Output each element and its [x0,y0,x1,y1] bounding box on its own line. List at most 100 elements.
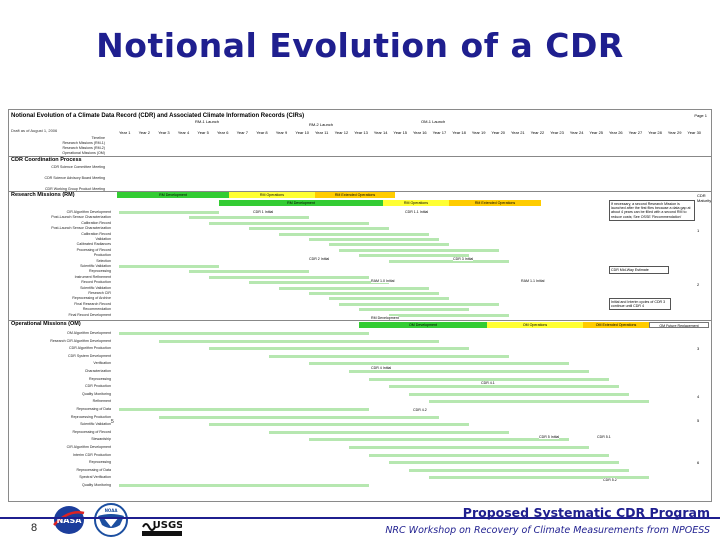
maturity-level: 2 [697,282,700,287]
task-bar [349,370,589,373]
task-row-label: Reprocessing of Data [76,467,111,472]
task-bar [389,259,509,263]
note-interim-cycles: Initial and Interim cycles of CDR 3 cont… [609,298,671,311]
year-label: Year 20 [491,130,506,135]
task-bar [279,232,429,236]
task-row-label: Reprocessing Production [70,414,111,419]
year-label: Year 21 [511,130,525,135]
task-row-label: Calibration Record [81,220,111,225]
footer-rule [0,517,720,519]
task-row-label: Research CIR [88,291,111,295]
task-bar [329,243,449,247]
task-bar [119,332,369,335]
coordination-row-label: CDR Science Advisory Board Meeting [44,176,105,180]
milestone: CDR 4 Initial [371,366,392,370]
year-label: Year 16 [413,130,427,135]
task-bar [359,254,469,258]
section-operational: Operational Missions (OM) [11,321,81,327]
task-bar [279,286,429,290]
task-bar [309,362,569,366]
task-bar [249,281,389,285]
boundary-marker: 5 [111,419,114,425]
year-label: Year 23 [550,130,564,135]
task-bar [269,430,509,434]
timeline-row-label: Operational Missions (OM) [62,151,105,155]
task-row-label: Final Research Record [74,301,111,306]
task-bar [429,476,649,480]
footer-title: Proposed Systematic CDR Program [462,505,710,520]
task-row-label: Scientific Validation [80,422,111,427]
task-row-label: Verification [93,361,111,366]
task-row-label: CDR Production [85,384,111,389]
task-row-label: Interim CDR Production [73,452,111,457]
task-bar [369,453,609,457]
band-om-future-replacement: OM Future Replacement [649,322,709,328]
task-bar [389,461,619,465]
task-row-label: Reprocessing of Archive [72,296,111,301]
note-second-mission: If necessary, a second Research Mission … [609,200,695,221]
section-divider [9,320,711,321]
cdr-evolution-chart: Notional Evolution of a Climate Data Rec… [8,109,712,502]
year-label: Year 26 [609,130,623,135]
year-label: Year 4 [177,130,190,135]
section-coordination: CDR Coordination Process [11,157,82,163]
coordination-row-label: CDR Science Committee Meeting [51,165,105,169]
milestone: CDR 5 Initial [539,435,560,439]
task-bar [209,347,469,351]
task-bar [119,211,219,214]
band-rm2-extended-operations: RM Extended Operations [449,200,541,206]
task-row-label: CDR System Development [68,353,111,358]
year-label: Year 5 [197,130,209,135]
year-label: Year 29 [667,130,682,135]
timeline-row-label: Timeline [91,136,105,140]
maturity-level: 3 [697,346,700,351]
task-row-label: Processing of Record [76,247,111,252]
task-row-label: Selection [96,258,111,263]
task-bar [409,392,629,396]
year-label: Year 15 [393,130,408,135]
timeline-row-label: Research Missions (RM-2) [62,146,105,150]
maturity-level: 1 [697,228,700,233]
band-om-development: OM Development [359,322,487,328]
task-bar [209,221,369,225]
task-row-label: Quality Monitoring [82,391,111,396]
section-divider [9,191,711,192]
usgs-wordmark: USGS [153,520,182,531]
year-label: Year 11 [315,130,329,135]
year-label: Year 14 [373,130,388,135]
milestone: CDR 2 Initial [309,257,330,261]
launch-label-rm2: RM-2 Launch [309,122,334,127]
task-row-label: Scientific Validation [80,285,111,290]
task-row-label: Spectral Verification [79,475,111,480]
task-row-label: Final Record Development [68,312,111,317]
sheet-title: Notional Evolution of a Climate Data Rec… [11,113,305,119]
timeline-row-label: Research Missions (RM-1) [62,141,105,145]
sheet-page-label: Page 1 [694,113,707,118]
year-label: Year 27 [628,130,643,135]
task-bar [389,385,619,389]
milestone: CDR 3 Initial [453,257,474,261]
year-label: Year 6 [217,130,229,135]
task-bar [119,484,369,487]
task-row-label: CIR Algorithm Development [66,445,111,449]
year-label: Year 13 [354,130,368,135]
task-bar [339,248,499,252]
launch-label-rm1: RM-1 Launch [195,119,220,124]
year-label: Year 25 [589,130,604,135]
task-row-label: CDR Algorithm Production [69,346,111,351]
task-bar [359,308,469,312]
page-number: 8 [31,522,38,534]
task-row-label: Characterization [84,369,111,373]
band-rm-operations: RM Operations [229,192,315,198]
task-bar [369,377,609,381]
milestone: CDR 4.1 [481,381,495,385]
milestone: CDR 1.1 Initial [405,210,429,214]
section-research: Research Missions (RM) [11,192,75,198]
year-label: Year 12 [334,130,349,135]
task-row-label: Stewardship [91,437,111,442]
year-label: Year 22 [530,130,545,135]
band-om-extended-operations: OM Extended Operations [583,322,649,328]
launch-label-om1: OM-1 Launch [421,119,446,124]
task-bar [339,302,499,306]
task-bar [189,216,309,220]
